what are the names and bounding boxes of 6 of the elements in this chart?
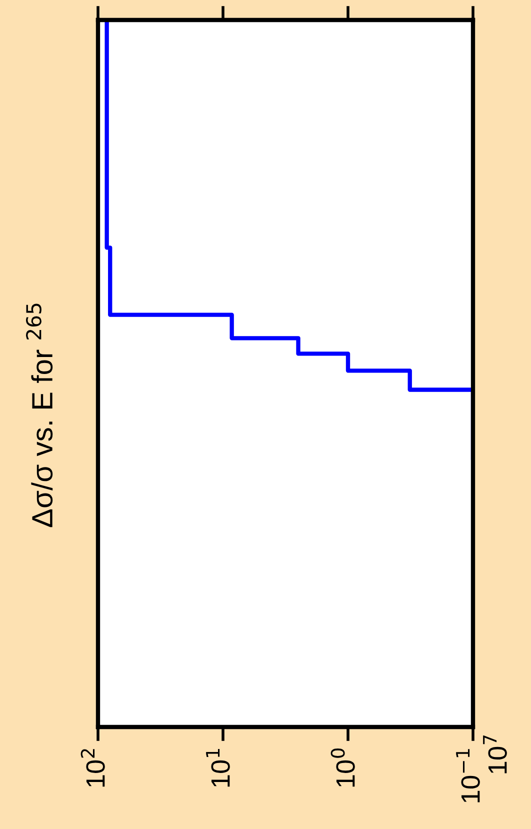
text: Δσ/σ vs. E for $^{265}$	[26, 304, 53, 528]
x-tick-label: 10$^{1}$	[206, 749, 230, 787]
x-tick-label: 10$^{−1}$	[456, 749, 480, 802]
x-tick-label: 10$^{2}$	[80, 749, 105, 787]
x-tick-label: 10$^{0}$	[330, 748, 355, 787]
text: 10$^{7}$	[483, 735, 507, 774]
